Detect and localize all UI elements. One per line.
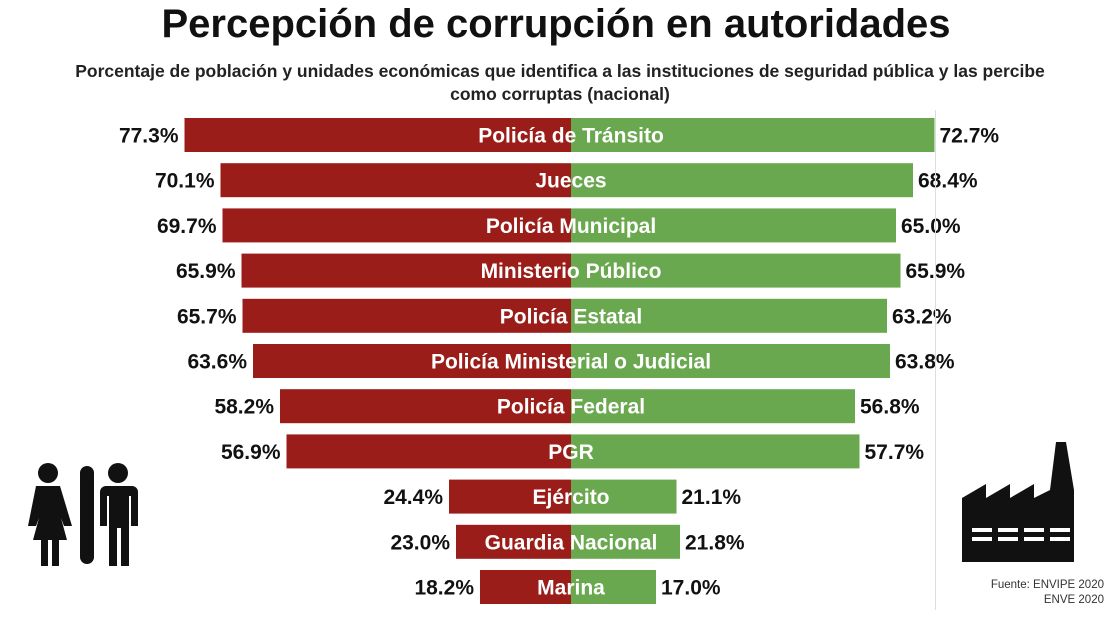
- bar-left: [220, 163, 571, 198]
- bar-left: [253, 344, 571, 378]
- value-label-left: 18.2%: [414, 577, 474, 600]
- bar-right: [571, 570, 656, 604]
- value-label-left: 23.0%: [390, 531, 450, 554]
- value-label-right: 63.8%: [895, 351, 955, 374]
- value-label-left: 70.1%: [155, 170, 215, 193]
- value-label-right: 68.4%: [918, 170, 978, 193]
- category-label: Policía de Tránsito: [478, 125, 664, 148]
- category-label: Policía Municipal: [486, 215, 656, 238]
- factory-icon: [962, 442, 1074, 562]
- category-label: Policía Federal: [497, 396, 645, 419]
- bar-right: [571, 208, 896, 243]
- bar-right: [571, 298, 887, 333]
- category-label: Ministerio Público: [481, 260, 662, 283]
- value-label-left: 77.3%: [119, 125, 179, 148]
- value-label-left: 65.7%: [177, 305, 237, 328]
- divider: [935, 110, 936, 610]
- category-label: Policía Ministerial o Judicial: [431, 351, 711, 374]
- value-label-right: 17.0%: [661, 577, 721, 600]
- bar-right: [571, 524, 680, 559]
- value-label-left: 63.6%: [187, 351, 247, 374]
- category-label: Marina: [537, 577, 605, 600]
- chart-subtitle: Porcentaje de población y unidades econó…: [75, 61, 1045, 104]
- bar-left: [280, 389, 571, 424]
- bar-right: [571, 118, 935, 152]
- value-label-left: 24.4%: [383, 486, 443, 509]
- bar-right: [571, 163, 913, 198]
- value-label-left: 65.9%: [176, 260, 236, 283]
- category-label: Policía Estatal: [500, 305, 642, 328]
- value-label-left: 58.2%: [214, 396, 274, 419]
- value-label-right: 57.7%: [865, 441, 925, 464]
- value-label-left: 69.7%: [157, 215, 217, 238]
- bar-left: [449, 479, 571, 514]
- chart-title: Percepción de corrupción en autoridades: [161, 2, 951, 46]
- bar-left: [456, 524, 571, 559]
- category-label: Guardia Nacional: [485, 531, 658, 554]
- value-label-right: 56.8%: [860, 396, 920, 419]
- value-label-right: 72.7%: [940, 125, 1000, 148]
- bar-left: [241, 253, 571, 288]
- bar-right: [571, 389, 855, 424]
- bar-right: [571, 344, 890, 378]
- bar-left: [286, 434, 571, 469]
- value-label-right: 63.2%: [892, 305, 952, 328]
- source-note: Fuente: ENVIPE 2020 ENVE 2020: [991, 578, 1104, 608]
- value-label-right: 21.1%: [682, 486, 742, 509]
- bar-right: [571, 253, 901, 288]
- value-label-right: 21.8%: [685, 531, 745, 554]
- value-label-right: 65.0%: [901, 215, 961, 238]
- bar-right: [571, 434, 860, 469]
- people-icon: [28, 463, 138, 566]
- category-label: Ejército: [532, 486, 609, 509]
- bar-left: [222, 208, 571, 243]
- source-line-1: Fuente: ENVIPE 2020: [990, 579, 1104, 591]
- category-label: PGR: [548, 441, 594, 464]
- bar-left: [480, 570, 571, 604]
- bar-left: [184, 118, 571, 152]
- category-label: Jueces: [535, 170, 606, 193]
- value-label-left: 56.9%: [221, 441, 281, 464]
- source-line-2: ENVE 2020: [1043, 594, 1104, 606]
- bar-left: [242, 298, 571, 333]
- bar-right: [571, 479, 677, 514]
